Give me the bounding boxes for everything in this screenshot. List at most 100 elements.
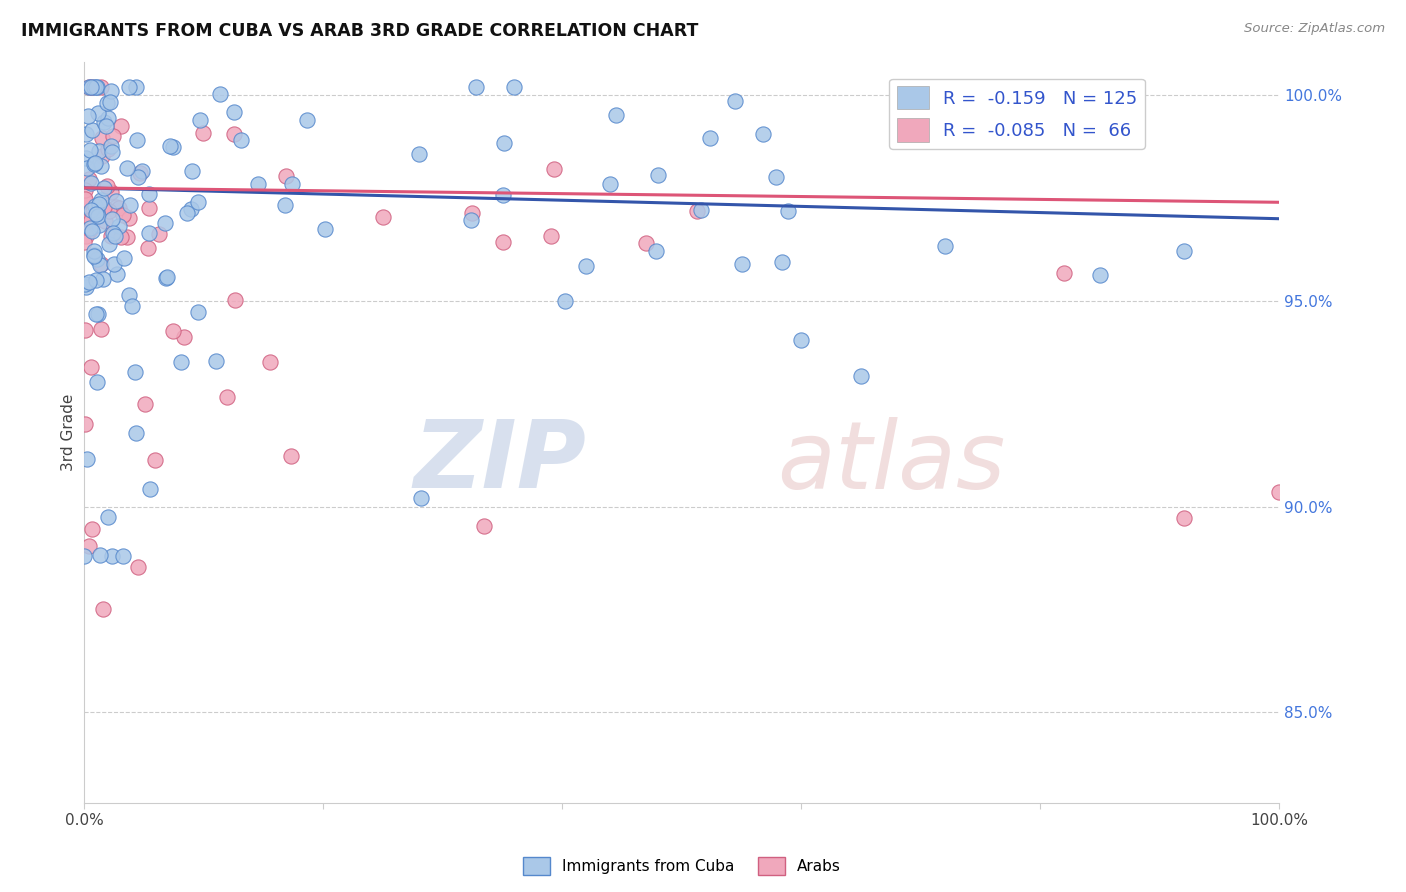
Point xyxy=(472,519,495,533)
Point xyxy=(121,299,143,313)
Point xyxy=(118,288,141,302)
Point xyxy=(86,207,108,221)
Point xyxy=(127,559,149,574)
Point xyxy=(115,161,138,175)
Point xyxy=(96,95,118,110)
Point xyxy=(91,272,114,286)
Text: IMMIGRANTS FROM CUBA VS ARAB 3RD GRADE CORRELATION CHART: IMMIGRANTS FROM CUBA VS ARAB 3RD GRADE C… xyxy=(21,22,699,40)
Point xyxy=(90,131,112,145)
Point xyxy=(93,181,115,195)
Point xyxy=(180,202,202,217)
Point xyxy=(79,80,101,95)
Point xyxy=(77,275,100,289)
Point xyxy=(97,111,120,125)
Point xyxy=(162,140,184,154)
Point xyxy=(75,228,97,243)
Point xyxy=(91,149,114,163)
Point xyxy=(644,244,666,258)
Point xyxy=(461,206,484,220)
Point xyxy=(103,257,125,271)
Point xyxy=(90,80,112,95)
Point xyxy=(86,375,108,389)
Point xyxy=(125,80,148,95)
Point xyxy=(224,128,246,142)
Point xyxy=(101,128,124,143)
Point xyxy=(127,133,149,147)
Point xyxy=(297,112,319,127)
Point xyxy=(101,145,124,160)
Point xyxy=(176,206,198,220)
Point xyxy=(138,201,160,215)
Point xyxy=(89,548,111,562)
Point xyxy=(77,539,100,553)
Point xyxy=(145,453,167,467)
Point xyxy=(76,451,98,466)
Text: ZIP: ZIP xyxy=(413,417,586,508)
Point xyxy=(222,105,245,120)
Point xyxy=(97,237,120,252)
Point xyxy=(127,170,149,185)
Y-axis label: 3rd Grade: 3rd Grade xyxy=(60,394,76,471)
Point xyxy=(84,156,107,170)
Point xyxy=(138,187,160,202)
Point xyxy=(100,138,122,153)
Point xyxy=(408,146,430,161)
Point xyxy=(131,164,153,178)
Point xyxy=(125,425,148,440)
Point xyxy=(224,293,246,307)
Point xyxy=(77,80,100,95)
Point xyxy=(188,113,211,128)
Point xyxy=(87,307,110,321)
Point xyxy=(492,136,515,150)
Point xyxy=(229,133,252,147)
Point xyxy=(73,549,96,563)
Point xyxy=(80,177,103,191)
Point xyxy=(187,195,209,210)
Point xyxy=(191,126,214,140)
Point xyxy=(97,142,120,156)
Point xyxy=(104,200,127,214)
Point xyxy=(276,169,298,184)
Point xyxy=(97,510,120,524)
Point xyxy=(94,214,117,228)
Point xyxy=(89,258,111,272)
Point xyxy=(208,87,231,102)
Point xyxy=(83,157,105,171)
Point xyxy=(73,194,96,208)
Point xyxy=(1268,485,1291,500)
Point xyxy=(105,267,128,281)
Point xyxy=(851,369,873,384)
Point xyxy=(690,203,713,218)
Point xyxy=(83,244,105,258)
Point xyxy=(79,223,101,237)
Point xyxy=(111,549,134,563)
Point xyxy=(128,166,150,180)
Point xyxy=(124,365,146,379)
Point xyxy=(170,355,193,369)
Point xyxy=(75,151,97,165)
Point xyxy=(84,273,107,287)
Point xyxy=(554,293,576,308)
Point xyxy=(636,235,658,250)
Legend: Immigrants from Cuba, Arabs: Immigrants from Cuba, Arabs xyxy=(516,851,848,881)
Point xyxy=(90,322,112,336)
Point xyxy=(699,130,721,145)
Point xyxy=(86,205,108,219)
Point xyxy=(599,177,621,191)
Point xyxy=(724,94,747,108)
Point xyxy=(84,80,107,95)
Point xyxy=(159,138,181,153)
Point xyxy=(101,549,124,563)
Point xyxy=(173,330,195,344)
Point xyxy=(89,144,111,158)
Point xyxy=(93,200,115,214)
Point xyxy=(80,202,103,217)
Point xyxy=(138,482,160,496)
Point xyxy=(96,179,118,194)
Point xyxy=(187,305,209,319)
Point xyxy=(731,257,754,271)
Point xyxy=(162,324,184,338)
Point xyxy=(87,196,110,211)
Point xyxy=(281,177,304,191)
Point xyxy=(91,602,114,616)
